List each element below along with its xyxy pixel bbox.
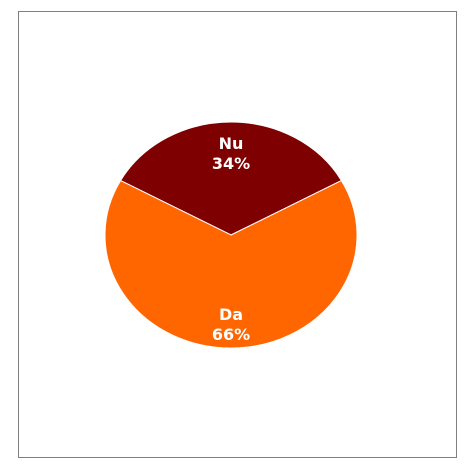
pie-slice-da: [104, 179, 358, 349]
slice-label-da-value: 66%: [212, 325, 250, 344]
pie-slice-nu: [119, 121, 343, 236]
slice-label-nu-value: 34%: [212, 154, 250, 173]
slice-label-nu-category: Nu: [219, 134, 244, 153]
slice-label-da-category: Da: [219, 305, 243, 324]
